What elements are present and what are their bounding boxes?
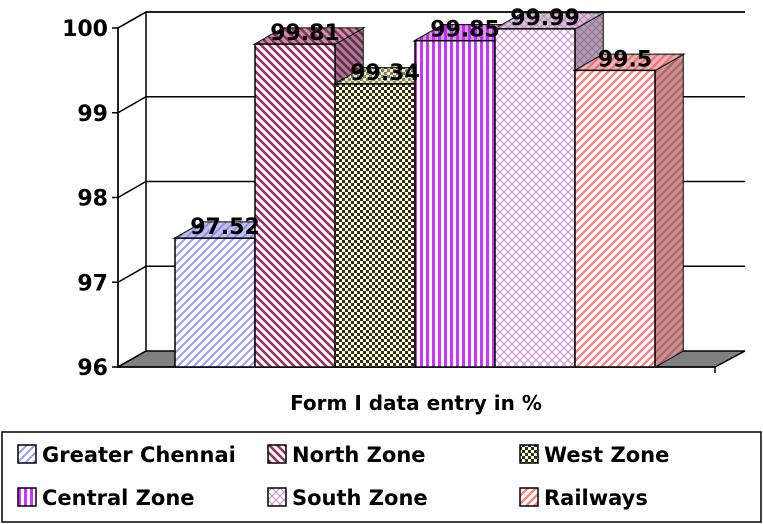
legend-label: West Zone bbox=[544, 443, 669, 467]
legend-swatch bbox=[267, 487, 287, 507]
data-label: 99.85 bbox=[430, 18, 500, 43]
legend-item: Greater Chennai bbox=[17, 443, 236, 467]
y-tick-label: 98 bbox=[77, 187, 108, 212]
bar-top-pattern bbox=[255, 28, 363, 45]
data-label: 97.52 bbox=[190, 215, 260, 240]
bar-railways bbox=[572, 53, 686, 369]
legend-swatch bbox=[267, 444, 287, 464]
data-label: 99.81 bbox=[270, 21, 340, 46]
data-labels: 97.52 99.81 99.34 99.85 99.99 99.5 bbox=[190, 6, 652, 240]
bar-front bbox=[414, 39, 496, 368]
legend-label: Greater Chennai bbox=[42, 443, 236, 467]
y-tick-label: 96 bbox=[77, 356, 108, 381]
y-tick-label: 99 bbox=[77, 102, 108, 127]
legend-swatch bbox=[519, 444, 539, 464]
bar-front bbox=[254, 43, 336, 368]
legend-swatch bbox=[17, 444, 37, 464]
bar-front bbox=[334, 83, 416, 368]
bars bbox=[172, 11, 686, 369]
gridline bbox=[117, 11, 745, 29]
bar-top-pattern bbox=[495, 12, 603, 29]
legend-label: South Zone bbox=[292, 486, 428, 510]
legend-label: Central Zone bbox=[42, 486, 195, 510]
legend: Greater Chennai North Zone West Zone Centra… bbox=[1, 431, 762, 523]
bar-side-pattern bbox=[655, 54, 683, 367]
data-label: 99.5 bbox=[598, 47, 652, 72]
legend-item: North Zone bbox=[267, 443, 426, 467]
y-tick-label: 100 bbox=[62, 17, 108, 42]
bar-front bbox=[574, 69, 656, 368]
legend-item: West Zone bbox=[519, 443, 669, 467]
bar-top-pattern bbox=[575, 54, 683, 71]
legend-swatch bbox=[17, 487, 37, 507]
y-tick-label: 97 bbox=[77, 271, 108, 296]
data-label: 99.34 bbox=[350, 61, 420, 86]
x-axis-label: Form I data entry in % bbox=[290, 391, 542, 415]
legend-item: Railways bbox=[519, 486, 648, 510]
legend-box bbox=[1, 431, 762, 523]
data-label: 99.99 bbox=[510, 6, 580, 31]
legend-item: Central Zone bbox=[17, 486, 195, 510]
bar-front bbox=[174, 237, 256, 368]
legend-swatch bbox=[519, 487, 539, 507]
bar-front bbox=[494, 28, 576, 368]
legend-label: Railways bbox=[544, 486, 648, 510]
legend-label: North Zone bbox=[292, 443, 426, 467]
legend-item: South Zone bbox=[267, 486, 428, 510]
